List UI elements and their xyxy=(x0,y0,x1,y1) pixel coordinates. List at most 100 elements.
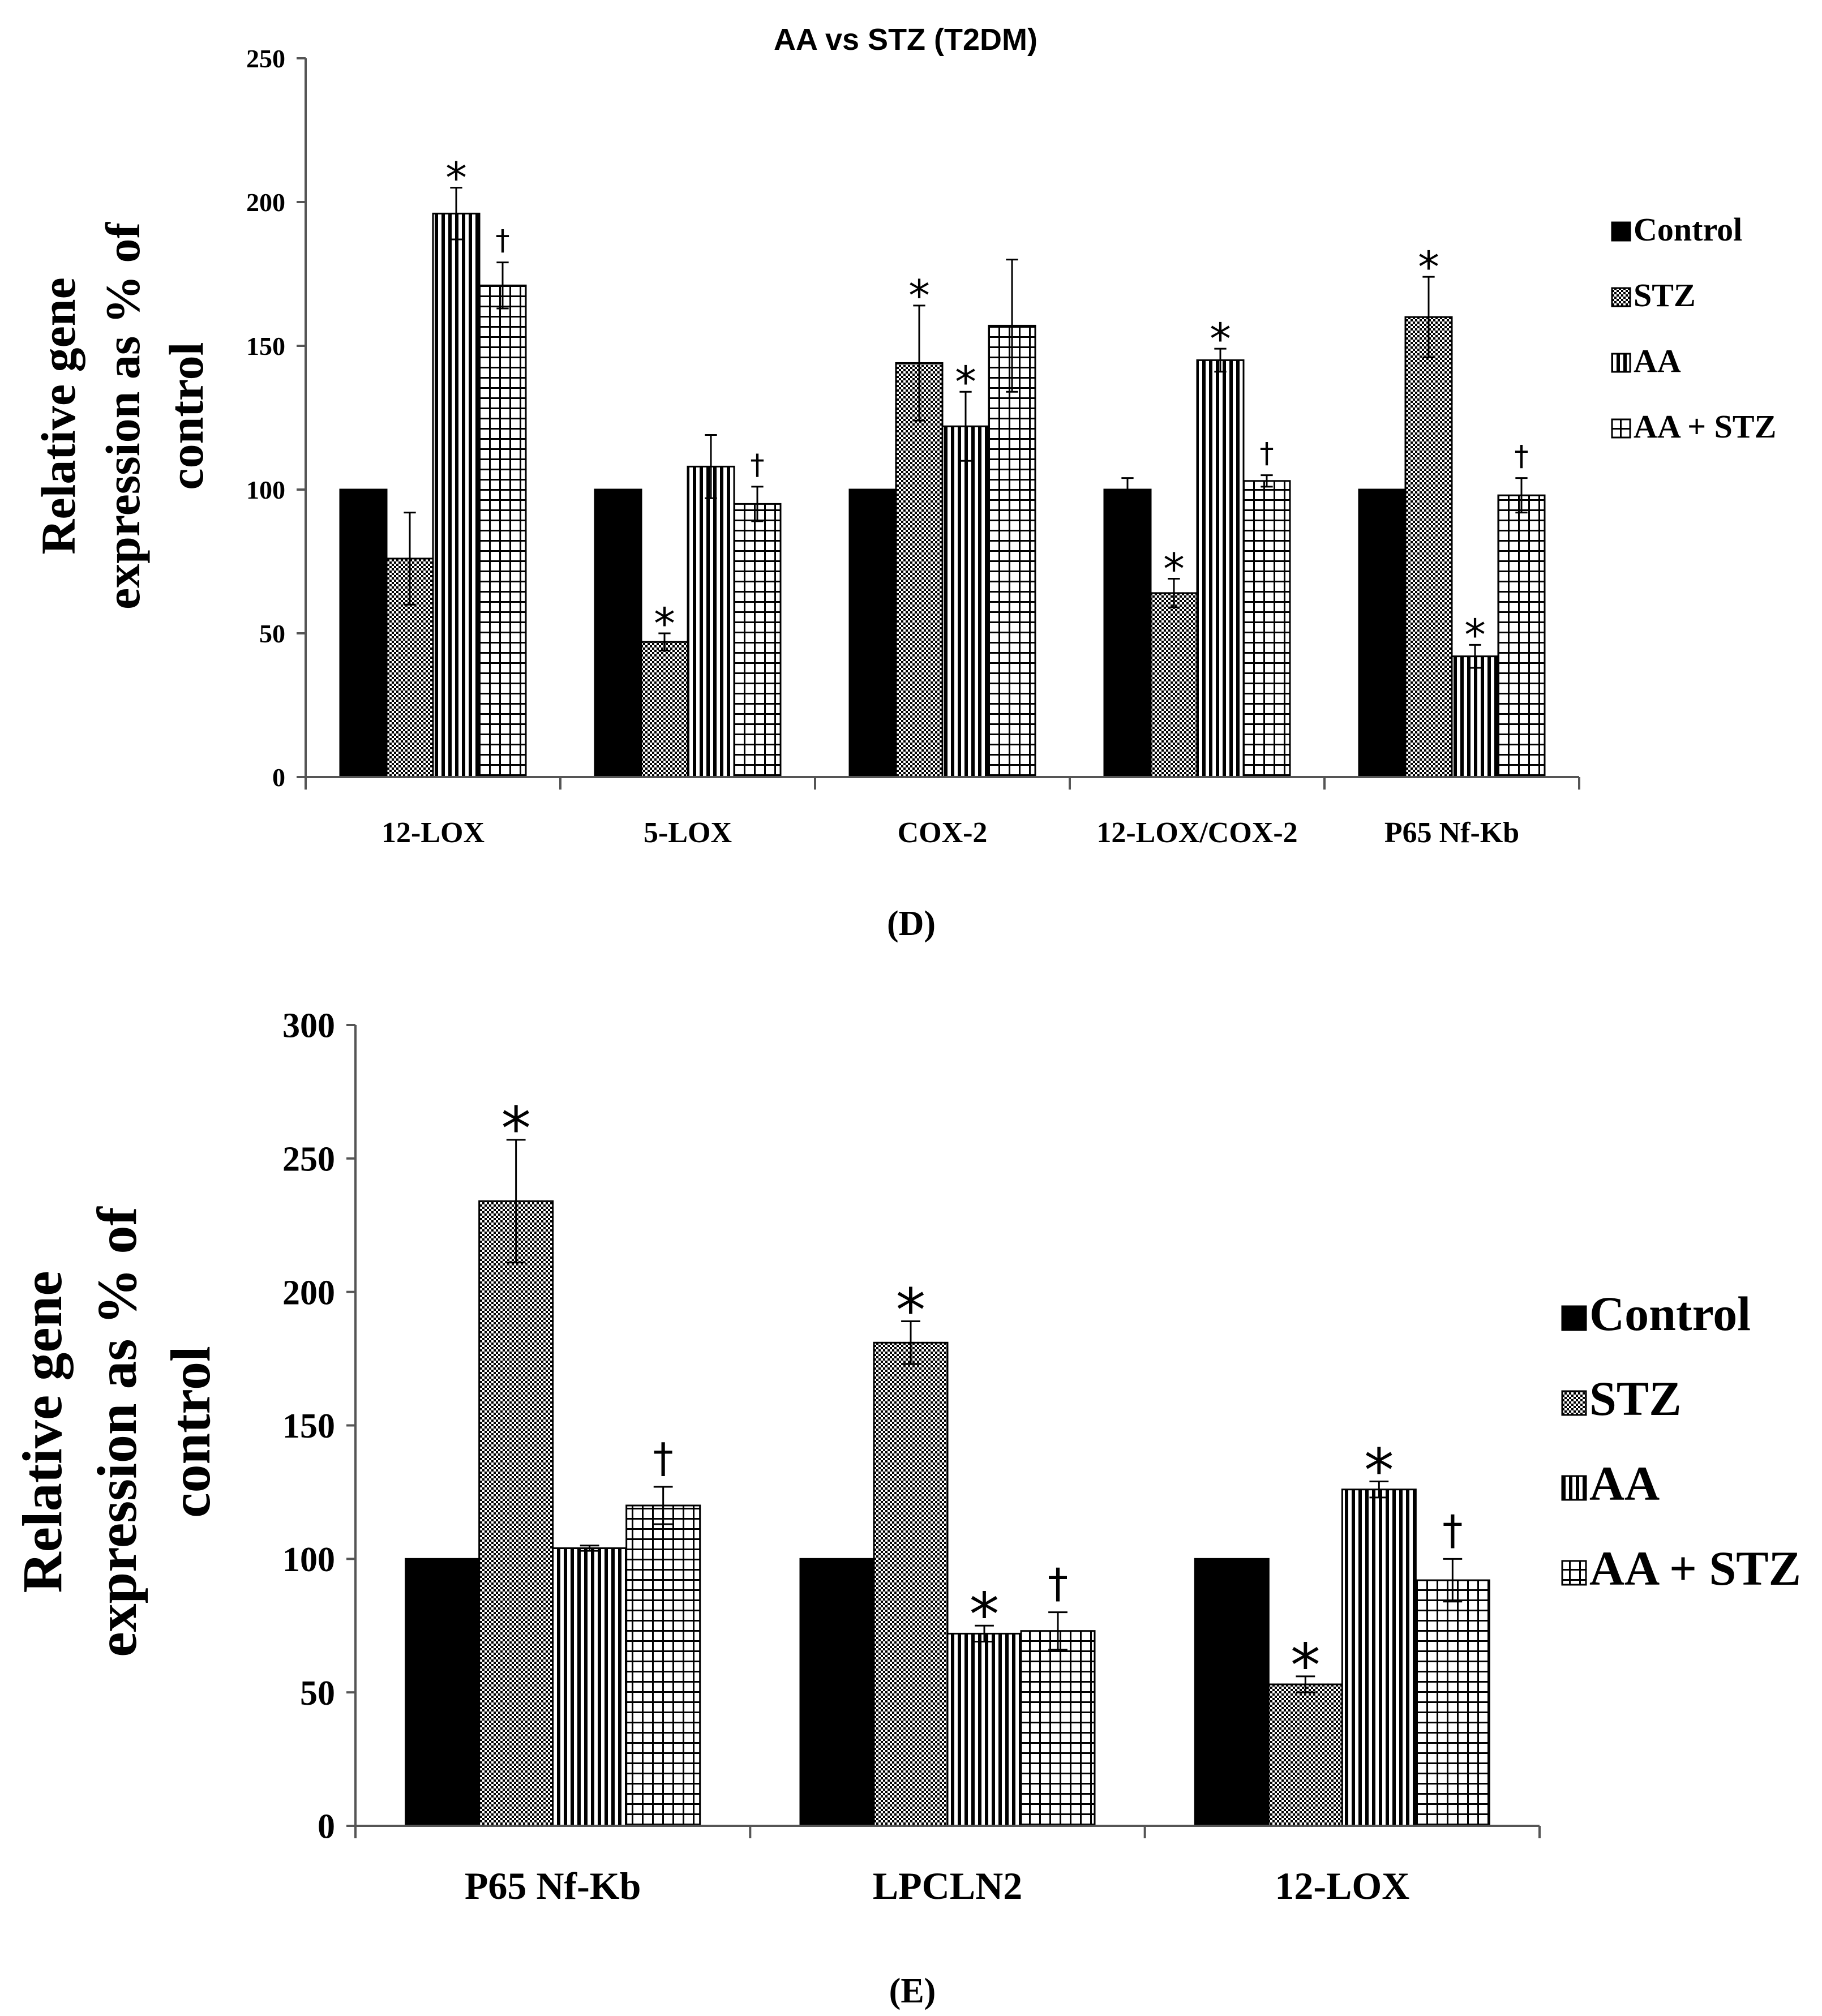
chart-d-bar-stz-12-lox-cox-2 xyxy=(1150,592,1198,778)
chart-e-significance-star: * xyxy=(1291,1631,1321,1700)
chart-d-bar-aa-p65-nf-kb xyxy=(1451,655,1499,778)
chart-d-significance-star: * xyxy=(1210,314,1231,364)
chart-e-significance-dagger: † xyxy=(653,1434,674,1482)
chart-e-y-tick-label: 200 xyxy=(282,1273,335,1312)
chart-d-bar-aa-stz-12-lox-cox-2 xyxy=(1242,480,1291,778)
chart-e-legend-swatch xyxy=(1561,1390,1587,1416)
chart-d-error-bar xyxy=(913,304,925,422)
chart-e-y-tick-label: 300 xyxy=(282,1007,335,1045)
chart-d-significance-star: * xyxy=(1163,544,1185,594)
chart-d-bars: * † * † * * * * † * * † xyxy=(339,153,1546,778)
chart-d-x-tick-label: COX-2 xyxy=(898,817,988,849)
chart-d-bar-aa-stz-cox-2 xyxy=(988,324,1036,778)
chart-e-legend-label: Control xyxy=(1589,1286,1751,1341)
chart-e-error-bar xyxy=(1443,1558,1463,1603)
chart-d-bar-control-cox-2 xyxy=(848,488,897,778)
chart-d-legend-item-stz: STZ xyxy=(1611,277,1696,314)
chart-e-x-tick-label: LPCLN2 xyxy=(873,1864,1022,1907)
chart-e-significance-dagger: † xyxy=(1442,1506,1463,1554)
chart-d-bar-aa-cox-2 xyxy=(941,425,990,778)
chart-e-bar-stz-p65-nf-kb xyxy=(478,1200,554,1827)
chart-e-bar-aa-p65-nf-kb xyxy=(552,1547,628,1827)
chart-e-bar-control-p65-nf-kb xyxy=(405,1558,481,1827)
chart-e-error-bar xyxy=(1048,1611,1068,1651)
chart-d-significance-dagger: † xyxy=(751,448,765,481)
chart-e-x-tick-label: 12-LOX xyxy=(1275,1864,1409,1907)
chart-d-significance-star: * xyxy=(445,153,467,203)
chart-e-legend-swatch xyxy=(1561,1560,1587,1586)
chart-d-x-tick-label: P65 Nf-Kb xyxy=(1384,817,1519,849)
chart-d-legend-swatch xyxy=(1611,418,1631,439)
chart-d-bar-control-12-lox xyxy=(339,488,388,778)
chart-e-bar-stz-12-lox xyxy=(1267,1683,1343,1827)
chart-d-ylabel-line3: control xyxy=(159,342,213,490)
chart-e-legend-item-aa-stz: AA + STZ xyxy=(1561,1541,1801,1595)
chart-d-error-bar xyxy=(1469,644,1481,669)
chart-d-error-bar xyxy=(1515,477,1528,514)
chart-e-panel-label: (E) xyxy=(889,1972,936,2010)
chart-d-x-tick-label: 12-LOX xyxy=(381,817,485,849)
chart-e-bar-aa-lpcln2 xyxy=(946,1632,1022,1827)
chart-d-legend-swatch xyxy=(1611,287,1631,307)
chart-d-legend-item-aa: AA xyxy=(1611,342,1681,379)
chart-e-bar-control-lpcln2 xyxy=(799,1558,875,1827)
chart-d-bar-stz-cox-2 xyxy=(895,362,944,778)
chart-d-x-tick-label: 12-LOX/COX-2 xyxy=(1096,817,1297,849)
chart-d-bar-stz-5-lox xyxy=(640,641,689,778)
chart-d-significance-star: * xyxy=(654,599,675,649)
chart-d-error-bar xyxy=(658,632,671,651)
chart-e-error-bar xyxy=(975,1624,994,1643)
chart-d-error-bar xyxy=(404,512,416,606)
chart-e-bars: * † * * † * * † xyxy=(405,1094,1490,1827)
chart-e-ylabel-line2: expression as % of xyxy=(85,1206,148,1657)
chart-e-significance-star: * xyxy=(896,1275,926,1345)
chart-e-error-bar xyxy=(901,1320,920,1365)
chart-e-legend-item-stz: STZ xyxy=(1561,1371,1682,1426)
chart-e-legend-label: AA xyxy=(1589,1456,1660,1511)
chart-d-error-bar xyxy=(450,187,462,241)
chart-d-y-axis: 0 50 100 150 200 250 xyxy=(246,44,307,792)
chart-d-error-bar xyxy=(1422,276,1435,358)
chart-d-legend-item-control: Control xyxy=(1611,211,1742,248)
chart-d-y-tick-label: 0 xyxy=(272,763,285,792)
chart-d-bar-aa-stz-12-lox xyxy=(478,284,527,778)
chart-d-legend: Control STZ AA AA + STZ xyxy=(1611,211,1776,445)
chart-e-y-tick-label: 250 xyxy=(282,1140,335,1179)
chart-d-error-bar xyxy=(496,261,509,310)
chart-d-legend-label: AA + STZ xyxy=(1634,408,1776,445)
chart-d-significance-dagger: † xyxy=(1260,437,1274,470)
chart-d-legend-swatch xyxy=(1611,221,1631,242)
chart-d-panel-label: (D) xyxy=(887,904,936,943)
chart-e-significance-star: * xyxy=(501,1094,531,1164)
chart-e-legend: Control STZ AA AA + STZ xyxy=(1561,1286,1801,1595)
chart-d-error-bar xyxy=(1261,474,1273,488)
chart-e-ylabel: Relative gene expression as % of control xyxy=(11,1206,222,1657)
chart-d-error-bar xyxy=(705,434,717,499)
chart-d-y-tick-label: 250 xyxy=(246,44,285,73)
chart-d-legend-label: Control xyxy=(1634,211,1742,248)
chart-d-bar-stz-p65-nf-kb xyxy=(1404,316,1453,778)
chart-d-bar-control-12-lox-cox-2 xyxy=(1103,488,1152,778)
chart-e-y-tick-label: 100 xyxy=(282,1541,335,1579)
chart-e-error-bar xyxy=(1296,1675,1315,1693)
chart-e-y-tick-label: 50 xyxy=(300,1674,335,1713)
chart-d-legend-item-aa-stz: AA + STZ xyxy=(1611,408,1776,445)
chart-e-legend-item-control: Control xyxy=(1561,1286,1751,1341)
chart-d-bar-control-5-lox xyxy=(594,488,642,778)
chart-e-bar-aa-12-lox xyxy=(1341,1489,1417,1827)
chart-e-bar-aa-stz-lpcln2 xyxy=(1020,1630,1096,1827)
chart-d-significance-star: * xyxy=(955,357,976,407)
chart-e-bar-control-12-lox xyxy=(1194,1558,1270,1827)
chart-d-bar-aa-12-lox xyxy=(432,212,481,778)
chart-e-legend-swatch xyxy=(1561,1475,1587,1501)
chart-d-error-bar xyxy=(1006,259,1018,393)
chart-d-significance-star: * xyxy=(1418,242,1439,292)
chart-d-significance-dagger: † xyxy=(496,224,510,257)
chart-e-bar-aa-stz-12-lox xyxy=(1414,1579,1490,1827)
chart-d-error-bar xyxy=(959,391,972,462)
chart-e-error-bar xyxy=(653,1486,673,1525)
chart-d-y-tick-label: 100 xyxy=(246,475,285,504)
chart-e-bar-stz-lpcln2 xyxy=(873,1341,949,1827)
chart-e-ylabel-line1: Relative gene xyxy=(11,1271,74,1593)
chart-d-bar-aa-5-lox xyxy=(687,465,735,778)
